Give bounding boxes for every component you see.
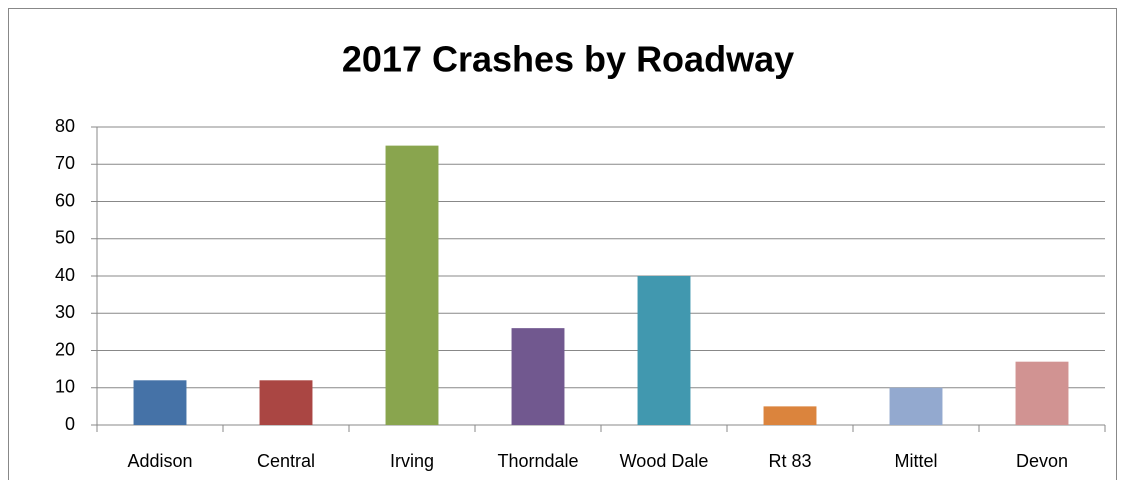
y-tick-label: 80 (55, 116, 75, 136)
bar (511, 328, 565, 425)
y-tick-label: 40 (55, 265, 75, 285)
x-tick-label: Rt 83 (768, 451, 811, 471)
y-tick-label: 20 (55, 339, 75, 359)
bar (385, 145, 439, 425)
x-tick-label: Thorndale (497, 451, 578, 471)
bar (1015, 361, 1069, 425)
x-tick-label: Mittel (894, 451, 937, 471)
chart-title: 2017 Crashes by Roadway (342, 39, 794, 80)
x-tick-label: Devon (1016, 451, 1068, 471)
bar (763, 406, 817, 425)
bar (637, 276, 691, 425)
y-tick-label: 50 (55, 228, 75, 248)
bar (133, 380, 187, 425)
x-tick-label: Central (257, 451, 315, 471)
x-tick-label: Wood Dale (620, 451, 709, 471)
y-tick-label: 30 (55, 302, 75, 322)
bar (889, 387, 943, 425)
y-tick-label: 10 (55, 377, 75, 397)
y-tick-label: 60 (55, 190, 75, 210)
x-tick-label: Addison (127, 451, 192, 471)
y-tick-label: 0 (65, 414, 75, 434)
bar (259, 380, 313, 425)
y-tick-label: 70 (55, 153, 75, 173)
x-tick-label: Irving (390, 451, 434, 471)
